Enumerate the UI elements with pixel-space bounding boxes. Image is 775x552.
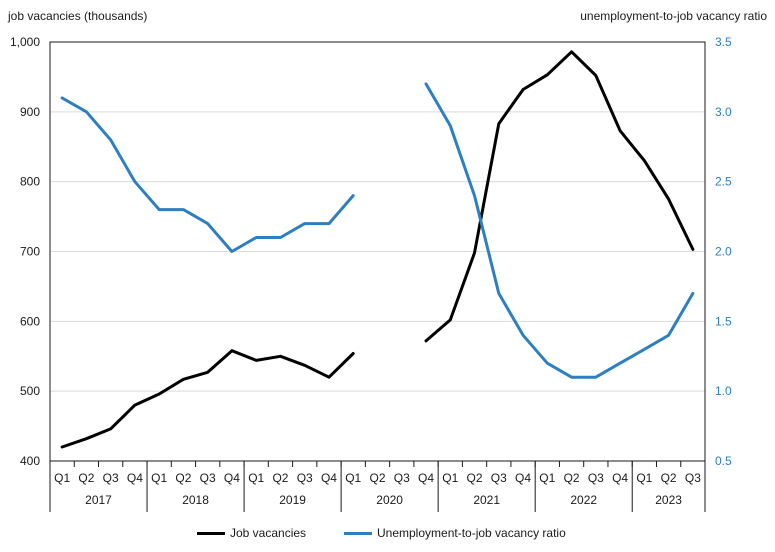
legend-swatch-ratio: [344, 531, 372, 535]
x-tick-label-quarter: Q2: [78, 471, 94, 485]
x-tick-label-quarter: Q2: [272, 471, 288, 485]
x-tick-label-year: 2023: [655, 493, 682, 507]
y-tick-label-right: 1.0: [715, 384, 732, 398]
x-tick-label-quarter: Q3: [200, 471, 216, 485]
x-tick-label-quarter: Q3: [685, 471, 701, 485]
x-tick-label-quarter: Q4: [612, 471, 628, 485]
x-tick-label-year: 2020: [376, 493, 403, 507]
left-axis-title: job vacancies (thousands): [8, 9, 148, 23]
y-tick-label-left: 400: [20, 454, 40, 468]
x-tick-label-quarter: Q2: [467, 471, 483, 485]
x-tick-label-quarter: Q4: [418, 471, 434, 485]
x-tick-label-quarter: Q3: [394, 471, 410, 485]
x-tick-label-year: 2021: [473, 493, 500, 507]
x-tick-label-year: 2017: [85, 493, 112, 507]
series-line-job-vacancies: [60, 349, 355, 449]
x-tick-label-quarter: Q2: [175, 471, 191, 485]
x-tick-label-year: 2022: [570, 493, 597, 507]
series-line-job-vacancies: [424, 50, 695, 343]
series-line-ratio: [60, 96, 355, 253]
y-tick-label-right: 1.5: [715, 314, 732, 328]
x-tick-label-quarter: Q3: [103, 471, 119, 485]
x-tick-label-quarter: Q2: [661, 471, 677, 485]
x-tick-label-quarter: Q1: [54, 471, 70, 485]
y-tick-label-left: 500: [20, 384, 40, 398]
y-tick-label-left: 1,000: [10, 35, 40, 49]
legend-label-ratio: Unemployment-to-job vacancy ratio: [377, 526, 566, 540]
x-tick-label-quarter: Q1: [636, 471, 652, 485]
x-tick-label-quarter: Q3: [297, 471, 313, 485]
x-tick-label-year: 2018: [182, 493, 209, 507]
y-tick-label-left: 800: [20, 175, 40, 189]
x-tick-label-quarter: Q1: [248, 471, 264, 485]
x-tick-label-quarter: Q1: [151, 471, 167, 485]
x-tick-label-quarter: Q3: [491, 471, 507, 485]
legend-label-job-vacancies: Job vacancies: [230, 526, 307, 540]
plot-frame: [49, 41, 706, 462]
x-tick-label-quarter: Q1: [442, 471, 458, 485]
legend-item-ratio: Unemployment-to-job vacancy ratio: [344, 526, 566, 540]
y-tick-label-right: 3.0: [715, 105, 732, 119]
y-tick-label-left: 900: [20, 105, 40, 119]
x-tick-label-quarter: Q1: [539, 471, 555, 485]
y-tick-label-right: 0.5: [715, 454, 732, 468]
y-tick-label-right: 2.5: [715, 175, 732, 189]
y-tick-label-left: 600: [20, 314, 40, 328]
x-tick-label-quarter: Q4: [515, 471, 531, 485]
right-axis-title: unemployment-to-job vacancy ratio: [580, 9, 767, 23]
legend-swatch-job-vacancies: [197, 531, 225, 535]
line-chart: 400 500 600 700 800 900 1,000 0.5 1.0 1.5 2.0 2.5 3.…: [10, 35, 732, 512]
x-tick-label-quarter: Q4: [321, 471, 337, 485]
y-tick-label-right: 2.0: [715, 245, 732, 259]
x-tick-label-year: 2019: [279, 493, 306, 507]
x-tick-label-quarter: Q2: [369, 471, 385, 485]
x-tick-label-quarter: Q1: [345, 471, 361, 485]
x-tick-label-quarter: Q3: [588, 471, 604, 485]
series-line-ratio: [424, 82, 695, 379]
x-tick-label-quarter: Q2: [564, 471, 580, 485]
y-tick-label-left: 700: [20, 245, 40, 259]
x-tick-label-quarter: Q4: [224, 471, 240, 485]
x-tick-label-quarter: Q4: [127, 471, 143, 485]
y-tick-label-right: 3.5: [715, 35, 732, 49]
legend-item-job-vacancies: Job vacancies: [197, 526, 306, 540]
